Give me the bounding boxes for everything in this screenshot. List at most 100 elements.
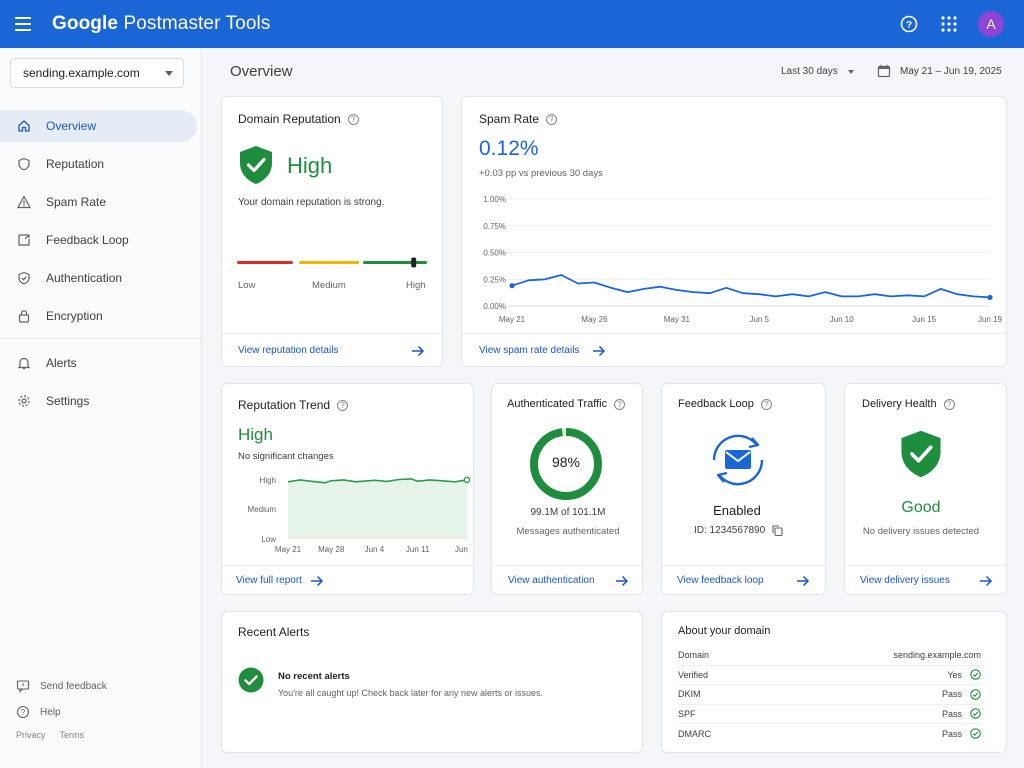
- sidebar-item-spam-rate[interactable]: Spam Rate: [0, 186, 197, 218]
- arrow-right-icon[interactable]: [796, 575, 810, 587]
- sidebar-item-label: Spam Rate: [46, 195, 107, 209]
- send-feedback-link[interactable]: Send feedback: [16, 678, 107, 694]
- delivery-caption: No delivery issues detected: [862, 526, 980, 537]
- auth-donut-arc: [530, 428, 602, 500]
- app-title[interactable]: Google Postmaster Tools: [52, 13, 270, 35]
- reputation-description: Your domain reputation is strong.: [238, 197, 385, 208]
- help-icon[interactable]: ?: [337, 399, 349, 411]
- sidebar-item-overview[interactable]: Overview: [0, 110, 197, 142]
- spam-rate-value: 0.12%: [479, 137, 539, 160]
- x-tick-label: Jun 10: [830, 315, 855, 324]
- x-tick-label: Jun 5: [749, 315, 769, 324]
- help-label: Help: [40, 706, 61, 718]
- feedback-status: Enabled: [713, 503, 761, 518]
- terms-link[interactable]: Terms: [59, 730, 85, 740]
- help-icon[interactable]: ?: [614, 398, 626, 410]
- table-row: DMARC Pass: [678, 724, 981, 744]
- sidebar-item-feedback-loop[interactable]: Feedback Loop: [0, 224, 197, 256]
- check-circle-outline-icon: [970, 669, 981, 680]
- check-circle-outline-icon: [970, 689, 981, 700]
- privacy-link[interactable]: Privacy: [16, 730, 46, 740]
- check-circle-icon: [238, 667, 264, 693]
- shield-icon: [16, 156, 32, 172]
- arrow-right-icon[interactable]: [592, 345, 606, 357]
- avatar[interactable]: A: [978, 11, 1004, 37]
- data-point[interactable]: [463, 476, 471, 484]
- scale-label-medium: Medium: [312, 280, 346, 291]
- bell-icon: [16, 355, 32, 371]
- chevron-down-icon: [165, 71, 173, 76]
- feedback-id: ID: 1234567890: [694, 525, 766, 536]
- view-delivery-issues-link[interactable]: View delivery issues: [860, 575, 950, 586]
- card-divider: [222, 333, 444, 334]
- row-value: Pass: [941, 708, 962, 719]
- date-range-select[interactable]: Last 30 days: [781, 66, 854, 77]
- sidebar-divider: [0, 338, 202, 339]
- warning-icon: [16, 194, 32, 210]
- auth-caption: Messages authenticated: [516, 526, 620, 537]
- sidebar-item-reputation[interactable]: Reputation: [0, 148, 197, 180]
- help-icon[interactable]: ?: [347, 113, 359, 125]
- sidebar-item-authentication[interactable]: Authentication: [0, 262, 197, 294]
- card-divider: [462, 333, 1008, 334]
- shield-check-icon: [240, 146, 272, 184]
- apps-button[interactable]: [938, 13, 960, 35]
- view-feedback-loop-link[interactable]: View feedback loop: [677, 575, 764, 586]
- arrow-right-icon[interactable]: [615, 575, 629, 587]
- card-title-text: Reputation Trend: [238, 398, 331, 412]
- data-point[interactable]: [509, 283, 515, 289]
- view-full-report-link[interactable]: View full report: [236, 575, 302, 586]
- view-spam-rate-details-link[interactable]: View spam rate details: [479, 345, 580, 356]
- about-domain-table: Domain sending.example.com Verified Yes …: [678, 646, 981, 744]
- date-picker-button[interactable]: May 21 – Jun 19, 2025: [877, 64, 1002, 78]
- view-reputation-details-link[interactable]: View reputation details: [238, 345, 339, 356]
- view-authentication-link[interactable]: View authentication: [508, 575, 595, 586]
- trend-area-fill: [288, 478, 467, 538]
- data-point[interactable]: [987, 294, 993, 301]
- send-feedback-label: Send feedback: [40, 680, 107, 692]
- sidebar-item-label: Alerts: [46, 356, 77, 370]
- trend-note: No significant changes: [238, 451, 334, 462]
- x-tick-label: Jun 19: [978, 315, 1002, 324]
- lock-icon: [16, 308, 32, 324]
- gear-icon: [16, 393, 32, 409]
- card-title-text: Authenticated Traffic: [507, 398, 608, 410]
- help-link[interactable]: ? Help: [16, 704, 107, 720]
- product-name: Postmaster Tools: [123, 13, 271, 34]
- menu-button[interactable]: [0, 0, 48, 48]
- sidebar-footer: Send feedback ? Help Privacy Terms: [16, 678, 107, 740]
- arrow-right-icon[interactable]: [979, 575, 993, 587]
- trend-series-line: [287, 478, 468, 484]
- row-value: Yes: [947, 669, 962, 680]
- arrow-right-icon[interactable]: [310, 575, 324, 587]
- sidebar-nav: Overview Reputation Spam Rate Feedback L…: [0, 110, 202, 423]
- y-tick-label: Low: [261, 535, 276, 544]
- sidebar-item-alerts[interactable]: Alerts: [0, 347, 197, 379]
- help-button[interactable]: ?: [898, 13, 920, 35]
- date-range-label: May 21 – Jun 19, 2025: [900, 65, 1002, 77]
- spam-rate-chart: 1.00% 0.75% 0.50% 0.25% 0.00% May 21 May 26 May…: [483, 195, 1002, 324]
- y-tick-label: 0.75%: [483, 222, 506, 231]
- auth-counts: 99.1M of 101.1M: [530, 507, 606, 518]
- date-range-select-value: Last 30 days: [781, 66, 838, 77]
- y-tick-label: 1.00%: [483, 195, 506, 204]
- sidebar-item-settings[interactable]: Settings: [0, 385, 197, 417]
- sidebar: sending.example.com Overview Reputation …: [0, 48, 202, 768]
- help-icon[interactable]: ?: [760, 398, 772, 410]
- row-label: Verified: [678, 669, 709, 680]
- help-icon[interactable]: ?: [943, 398, 955, 410]
- feedback-loop-card: Feedback Loop? Enabled ID: 1234567890 Vi…: [661, 383, 827, 595]
- help-icon[interactable]: ?: [546, 113, 558, 125]
- sidebar-item-label: Encryption: [46, 309, 103, 323]
- copy-icon[interactable]: [772, 525, 783, 536]
- sidebar-item-encryption[interactable]: Encryption: [0, 300, 197, 332]
- domain-selector[interactable]: sending.example.com: [10, 58, 184, 88]
- table-row: Domain sending.example.com: [678, 646, 981, 666]
- check-circle-outline-icon: [970, 708, 981, 719]
- card-title-text: Spam Rate: [479, 112, 540, 126]
- card-divider: [662, 565, 827, 566]
- svg-text:?: ?: [906, 20, 912, 31]
- card-divider: [845, 565, 1008, 566]
- y-tick-label: 0.25%: [483, 275, 506, 284]
- arrow-right-icon[interactable]: [411, 345, 425, 357]
